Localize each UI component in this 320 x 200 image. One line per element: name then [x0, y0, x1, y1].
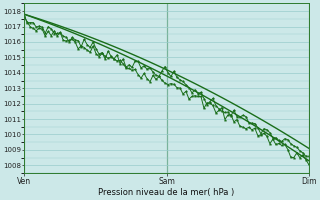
X-axis label: Pression niveau de la mer( hPa ): Pression niveau de la mer( hPa ): [98, 188, 235, 197]
